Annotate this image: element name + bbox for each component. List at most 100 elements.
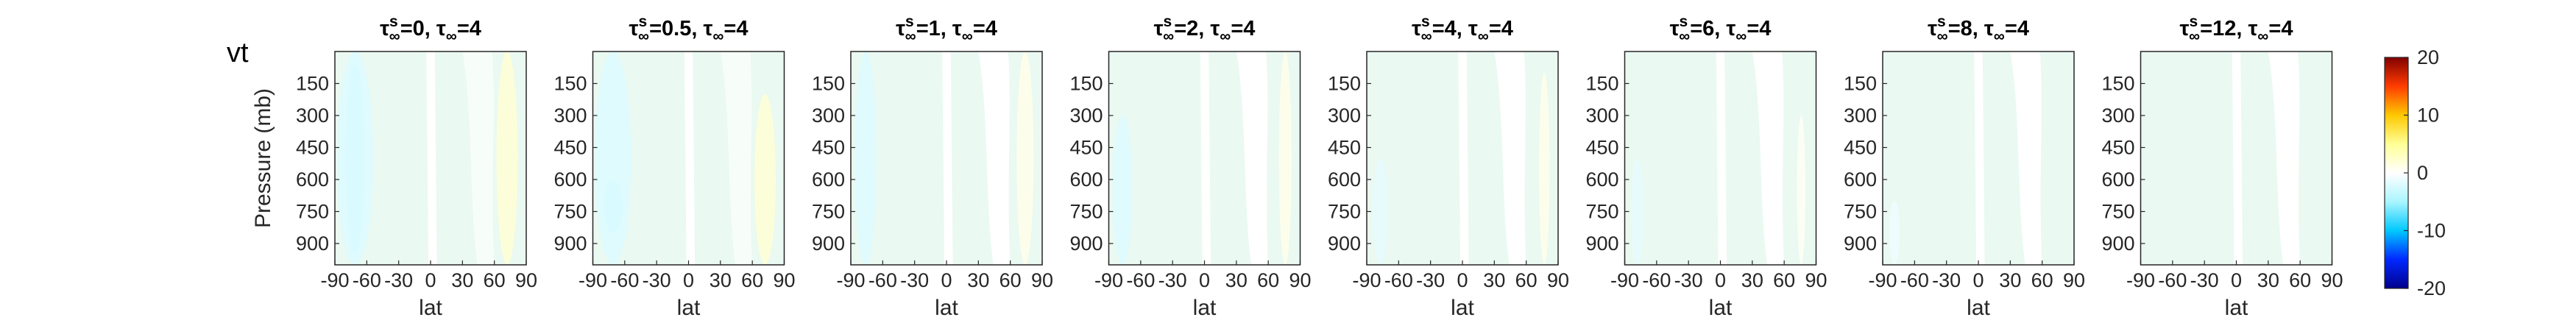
plot-area <box>592 51 785 265</box>
zero-contour-region <box>1974 51 1985 265</box>
y-tick-label: 750 <box>1585 201 1618 223</box>
x-tick-label: 0 <box>1715 269 1726 291</box>
subscript: ∞ <box>389 28 400 45</box>
x-tick-label: 90 <box>773 269 795 291</box>
field-patch-2 <box>595 51 631 265</box>
plot-area <box>1108 51 1301 265</box>
tau-s-value: =4, <box>1432 17 1468 40</box>
x-tick-label: 30 <box>1483 269 1505 291</box>
tau-s-value: =0.5, <box>649 17 703 40</box>
y-tick-label: 750 <box>296 201 329 223</box>
plot-area <box>2140 51 2332 265</box>
x-tick-label: -30 <box>1932 269 1961 291</box>
y-tick-label: 900 <box>296 232 329 255</box>
x-tick-label: 30 <box>710 269 732 291</box>
subscript: ∞ <box>962 28 973 45</box>
y-tick-label: 900 <box>2101 232 2134 255</box>
tau-s-value: =1, <box>916 17 952 40</box>
zero-contour-region <box>2010 51 2042 265</box>
plot-area <box>1883 51 2074 265</box>
tau-symbol: τ <box>436 17 446 40</box>
subscript: ∞ <box>638 28 649 45</box>
y-tick-label: 900 <box>812 232 845 255</box>
y-tick-label: 750 <box>2101 201 2134 223</box>
superscript: s <box>389 13 398 30</box>
zero-contour-region <box>1236 51 1269 265</box>
colorbar-tick-label: 20 <box>2417 46 2439 68</box>
y-tick-label: 300 <box>812 104 845 127</box>
superscript: s <box>1164 13 1172 30</box>
x-axis-label: lat <box>1709 296 1733 320</box>
plot-area <box>1624 51 1816 265</box>
x-tick-label: 60 <box>2031 269 2053 291</box>
superscript: s <box>638 13 647 30</box>
x-tick-label: 0 <box>1457 269 1468 291</box>
y-axis-label: Pressure (mb) <box>251 88 275 228</box>
x-tick-label: -30 <box>1158 269 1187 291</box>
y-tick-label: 300 <box>2101 104 2134 127</box>
zero-contour-region <box>684 51 696 265</box>
x-tick-label: -90 <box>1868 269 1897 291</box>
y-tick-label: 600 <box>1069 168 1103 191</box>
y-tick-label: 600 <box>1585 168 1618 191</box>
y-tick-label: 150 <box>296 73 329 95</box>
tau-inf-value: =4 <box>1489 17 1513 40</box>
x-axis-label: lat <box>677 296 701 320</box>
y-tick-label: 300 <box>553 104 587 127</box>
subscript: ∞ <box>1735 28 1747 45</box>
x-tick-label: 60 <box>2289 269 2311 291</box>
x-tick-label: 30 <box>967 269 989 291</box>
subscript: ∞ <box>2257 28 2268 45</box>
y-tick-label: 300 <box>1069 104 1103 127</box>
tau-s-value: =8, <box>1948 17 1984 40</box>
x-tick-label: 30 <box>1999 269 2021 291</box>
x-tick-label: -60 <box>1642 269 1671 291</box>
x-tick-label: 0 <box>1972 269 1984 291</box>
x-tick-label: 60 <box>741 269 763 291</box>
field-patch-2 <box>1539 73 1550 265</box>
y-tick-label: 450 <box>1328 137 1361 159</box>
x-tick-label: 60 <box>1773 269 1795 291</box>
x-axis-label: lat <box>935 296 958 320</box>
field-patch-2 <box>1797 116 1806 265</box>
x-tick-label: 60 <box>1515 269 1538 291</box>
zero-contour-region <box>1200 51 1211 265</box>
x-tick-label: -30 <box>384 269 413 291</box>
tau-symbol: τ <box>952 17 962 40</box>
x-tick-label: -90 <box>320 269 349 291</box>
x-tick-label: -60 <box>1900 269 1929 291</box>
y-tick-label: 150 <box>1585 73 1618 95</box>
tau-symbol: τ <box>2180 17 2190 40</box>
x-tick-label: -30 <box>643 269 671 291</box>
x-tick-label: 90 <box>1031 269 1053 291</box>
plot-area <box>335 51 526 265</box>
subscript: ∞ <box>2189 28 2200 45</box>
y-tick-label: 900 <box>1328 232 1361 255</box>
x-tick-label: 90 <box>1805 269 1827 291</box>
x-tick-label: -90 <box>1094 269 1123 291</box>
zero-contour-region <box>2232 51 2243 265</box>
subscript: ∞ <box>1478 28 1489 45</box>
tau-inf-value: =4 <box>723 17 748 40</box>
tau-inf-value: =4 <box>1747 17 1771 40</box>
tau-inf-value: =4 <box>1231 17 1255 40</box>
y-tick-label: 750 <box>1844 201 1877 223</box>
panel-title: τs ∞=4, τ∞=4 <box>1412 13 1513 45</box>
superscript: s <box>1421 13 1430 30</box>
x-tick-label: -30 <box>1416 269 1445 291</box>
y-tick-label: 150 <box>2101 73 2134 95</box>
x-tick-label: 0 <box>683 269 694 291</box>
x-axis-label: lat <box>1193 296 1217 320</box>
y-tick-label: 600 <box>1844 168 1877 191</box>
field-patch-1 <box>1631 158 1644 265</box>
tau-symbol: τ <box>629 17 638 40</box>
field-patch-1 <box>1889 201 1900 265</box>
x-tick-label: 30 <box>2257 269 2279 291</box>
colorbar-tick-label: 10 <box>2417 104 2439 127</box>
x-tick-label: 60 <box>999 269 1022 291</box>
tau-symbol: τ <box>380 17 389 40</box>
tau-inf-value: =4 <box>973 17 997 40</box>
y-tick-label: 450 <box>296 137 329 159</box>
panel-title: τs ∞=2, τ∞=4 <box>1154 13 1256 45</box>
